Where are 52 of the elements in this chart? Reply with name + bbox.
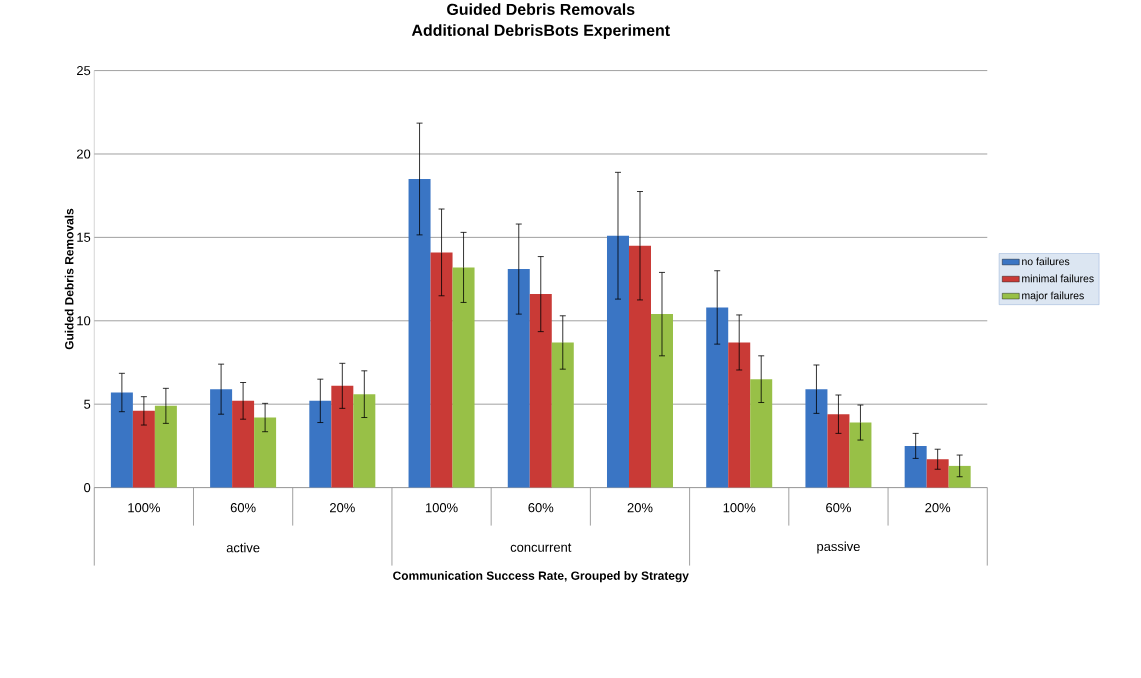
legend-label: no failures [1022,257,1070,266]
x-tick-label: 100% [723,503,756,513]
y-tick-label: 25 [77,66,91,76]
bar [110,392,133,488]
x-tick-label: 100% [425,503,458,513]
bar [651,314,673,488]
x-tick-label: 20% [627,503,653,513]
legend-label: minimal failures [1022,274,1094,283]
y-tick-label: 0 [84,483,91,493]
bar [728,342,751,488]
bar [551,342,574,488]
chart-title: Guided Debris Removals [447,3,635,16]
y-axis-title: Guided Debris Removals [64,208,74,350]
text: concurrent [510,543,572,552]
bar [529,294,552,488]
bar [606,235,629,488]
bar [706,307,729,488]
bar [408,179,431,488]
x-tick-label: 60% [230,503,256,513]
bar [926,459,949,488]
bar [331,385,354,488]
legend-label: major failures [1022,291,1084,302]
y-tick-label: 10 [77,316,91,326]
bar [210,389,233,488]
x-tick-label: 100% [128,503,160,513]
bar [254,417,277,488]
bar [309,400,332,488]
bar [628,245,651,488]
bar [132,410,155,488]
bar [154,405,177,488]
text: passive [817,541,860,554]
y-tick-label: 15 [77,233,91,243]
bar [452,267,475,488]
text: active [226,542,260,553]
y-tick-label: 20 [77,149,91,159]
bar [827,414,850,488]
bar [507,269,530,488]
x-tick-label: 20% [925,503,951,513]
bar [904,446,927,488]
bar [805,389,828,488]
x-tick-label: 20% [330,503,355,513]
x-axis-title: Communication Success Rate, Grouped by Strategy [393,571,689,583]
chart-subtitle: Additional DebrisBots Experiment [411,24,670,40]
bar [948,466,971,488]
bar [750,379,773,488]
x-tick-label: 60% [826,503,851,513]
x-tick-label: 60% [528,503,554,513]
bar [430,252,453,488]
y-tick-label: 5 [84,399,91,409]
bar [849,422,872,488]
bar [353,394,376,488]
bar [232,400,255,488]
